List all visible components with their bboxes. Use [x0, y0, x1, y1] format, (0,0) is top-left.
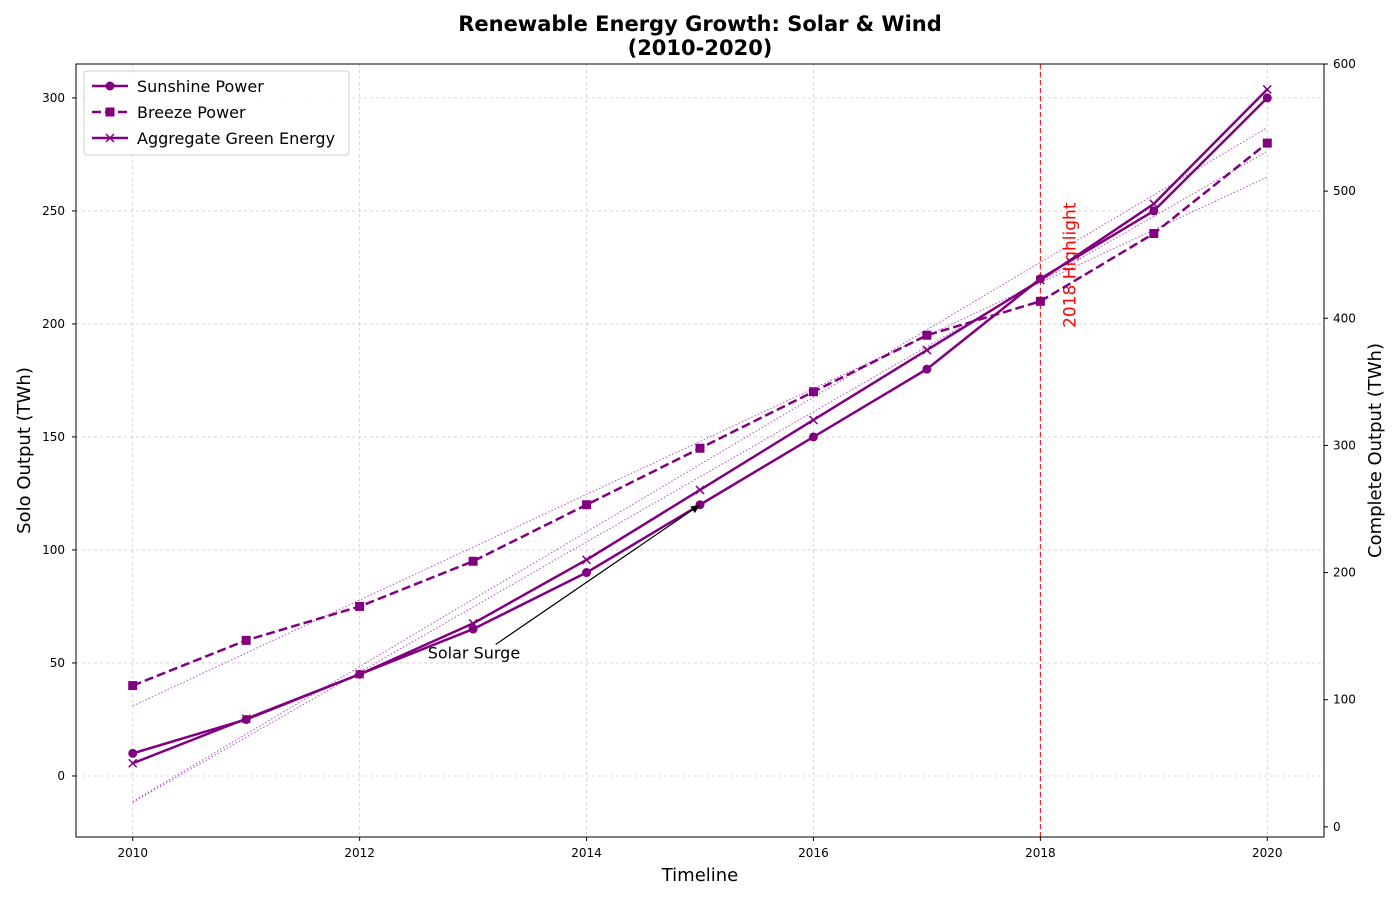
- data-point-stroke: [468, 618, 478, 628]
- data-point: [128, 681, 138, 691]
- legend-label: Breeze Power: [137, 103, 246, 122]
- highlight: 2018 Highlight: [1039, 64, 1080, 837]
- y2-tick-label: 100: [1333, 693, 1356, 707]
- series-line: [132, 142, 1269, 687]
- y2-tick-label: 300: [1333, 438, 1356, 452]
- x-tick-label: 2010: [117, 846, 148, 860]
- data-point-stroke: [695, 485, 705, 495]
- legend-label: Sunshine Power: [137, 77, 264, 96]
- y-tick-label: 100: [42, 543, 65, 557]
- chart-title-line: Renewable Energy Growth: Solar & Wind: [458, 12, 942, 36]
- data-point: [468, 624, 478, 634]
- data-point: [808, 432, 818, 442]
- y2-tick-label: 0: [1333, 820, 1341, 834]
- trend-line: [132, 127, 1268, 802]
- data-point: [808, 415, 818, 425]
- series-line: [132, 97, 1269, 755]
- series-line: [132, 88, 1269, 765]
- data-point: [1149, 229, 1159, 239]
- data-point-stroke: [922, 345, 932, 355]
- legend-box: [83, 70, 350, 156]
- data-point: [1262, 84, 1272, 94]
- y-tick-label: 50: [50, 656, 65, 670]
- series: [128, 84, 1272, 768]
- data-point: [241, 635, 251, 645]
- annotation-arrowhead: [690, 504, 700, 514]
- y2-tick-label: 600: [1333, 57, 1356, 71]
- x-tick-label: 2018: [1025, 846, 1056, 860]
- x-tick-label: 2020: [1252, 846, 1283, 860]
- legend-label: Aggregate Green Energy: [137, 129, 335, 148]
- data-point-stroke: [355, 669, 365, 679]
- data-point: [695, 443, 705, 453]
- data-point: [808, 387, 818, 397]
- x-tick-label: 2012: [344, 846, 375, 860]
- data-point: [1149, 199, 1159, 209]
- data-point-stroke: [1035, 275, 1045, 285]
- data-point: [695, 485, 705, 495]
- axes: 2010 2012 2014 2016 2018 2020 0 50 100 150 200 250 3…: [14, 57, 1386, 886]
- data-point-stroke: [1262, 84, 1272, 94]
- data-point: [1149, 206, 1159, 216]
- data-point-stroke: [128, 758, 138, 768]
- y-tick-label: 200: [42, 317, 65, 331]
- data-point: [355, 601, 365, 611]
- y2-tick-label: 400: [1333, 311, 1356, 325]
- data-point: [582, 555, 592, 565]
- y2-tick-label: 500: [1333, 184, 1356, 198]
- data-point: [1035, 275, 1045, 285]
- data-point: [468, 556, 478, 566]
- annotation: Solar Surge: [428, 504, 701, 662]
- data-point-stroke: [808, 415, 818, 425]
- y-tick-label: 300: [42, 91, 65, 105]
- data-point: [922, 345, 932, 355]
- data-point: [128, 748, 138, 758]
- trend-line: [132, 176, 1268, 707]
- legend: Sunshine Power Breeze Power Aggregate Gree…: [83, 70, 350, 156]
- data-point: [582, 500, 592, 510]
- data-point: [128, 758, 138, 768]
- trend-lines: [132, 127, 1268, 803]
- annotation-label: Solar Surge: [428, 643, 520, 662]
- data-point-stroke: [241, 714, 251, 724]
- x-axis-label: Timeline: [661, 865, 739, 886]
- y-tick-label: 0: [57, 769, 65, 783]
- chart-title-line: (2010-2020): [628, 36, 773, 60]
- data-point: [105, 107, 115, 117]
- data-point: [105, 81, 115, 91]
- data-point-stroke: [1149, 199, 1159, 209]
- plot-frame: [75, 63, 1325, 838]
- annotation-arrow: [495, 504, 701, 645]
- data-point-stroke: [582, 555, 592, 565]
- data-point: [922, 364, 932, 374]
- data-point-stroke: [105, 133, 115, 143]
- data-point: [1262, 93, 1272, 103]
- y-tick-label: 250: [42, 204, 65, 218]
- data-point: [105, 133, 115, 143]
- data-point: [922, 330, 932, 340]
- x-tick-label: 2016: [798, 846, 829, 860]
- y2-tick-label: 200: [1333, 566, 1356, 580]
- data-point: [1262, 138, 1272, 148]
- y2-axis-label: Complete Output (TWh): [1365, 343, 1386, 558]
- highlight-label: 2018 Highlight: [1060, 202, 1080, 328]
- data-point: [468, 618, 478, 628]
- y-tick-label: 150: [42, 430, 65, 444]
- data-point: [582, 568, 592, 578]
- data-point: [1035, 296, 1045, 306]
- x-tick-label: 2014: [571, 846, 602, 860]
- data-point: [241, 714, 251, 724]
- trend-line: [132, 150, 1268, 803]
- y-axis-label: Solo Output (TWh): [14, 367, 35, 534]
- chart-title: Renewable Energy Growth: Solar & Wind(20…: [458, 12, 942, 60]
- data-point: [355, 669, 365, 679]
